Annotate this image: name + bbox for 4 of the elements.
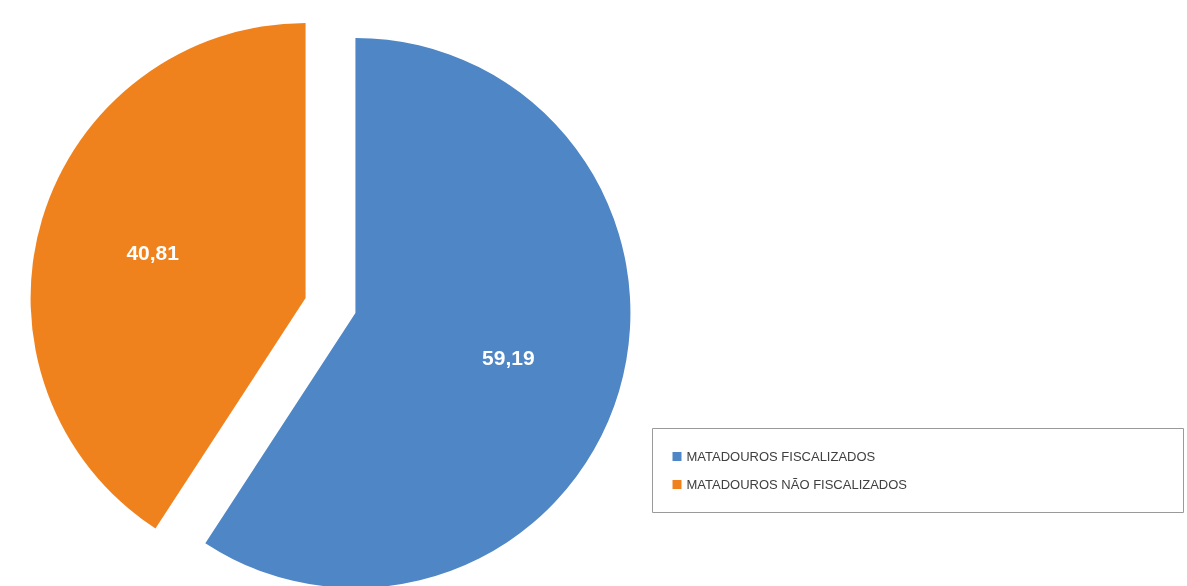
legend-label: MATADOUROS FISCALIZADOS [686, 449, 876, 464]
data-label: 59,19 [482, 346, 535, 370]
data-label: 40,81 [126, 240, 180, 264]
legend-label: MATADOUROS NÃO FISCALIZADOS [686, 477, 908, 492]
